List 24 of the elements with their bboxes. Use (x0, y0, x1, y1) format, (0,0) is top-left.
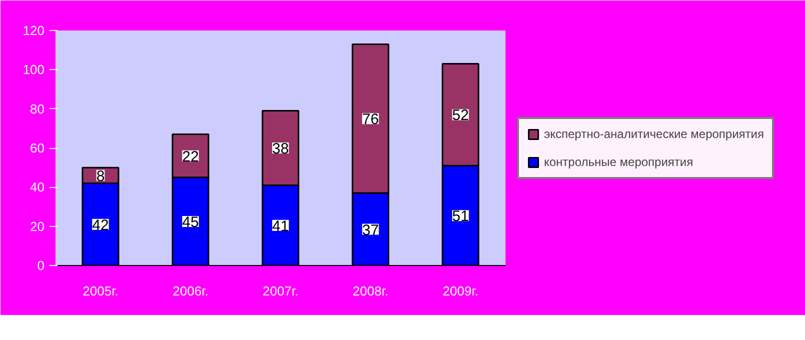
data-label: 37 (362, 222, 379, 239)
data-label: 52 (452, 107, 469, 124)
x-tick-label: 2008г. (352, 284, 388, 298)
data-label: 38 (272, 140, 289, 158)
x-tick-label: 2005г. (82, 284, 118, 298)
legend-label: экспертно-аналитические мероприятия (544, 126, 764, 140)
data-label: 76 (362, 111, 379, 128)
y-tick-label: 120 (22, 23, 45, 38)
y-tick-label: 20 (30, 218, 45, 234)
y-tick-label: 100 (22, 62, 45, 78)
y-tick-label: 60 (30, 140, 45, 156)
x-tick-label: 2009г. (442, 284, 478, 298)
data-label: 45 (182, 214, 199, 231)
legend-label: контрольные мероприятия (544, 154, 694, 168)
data-label: 51 (452, 208, 469, 226)
y-tick-label: 80 (30, 101, 45, 116)
data-label: 8 (96, 168, 105, 185)
y-tick-label: 40 (30, 180, 45, 195)
x-tick-label: 2007г. (262, 284, 298, 298)
data-label: 41 (272, 218, 289, 235)
data-label: 42 (92, 216, 109, 234)
x-tick-label: 2006г. (172, 284, 208, 298)
y-tick-label: 0 (37, 258, 45, 273)
data-label: 22 (182, 148, 199, 166)
